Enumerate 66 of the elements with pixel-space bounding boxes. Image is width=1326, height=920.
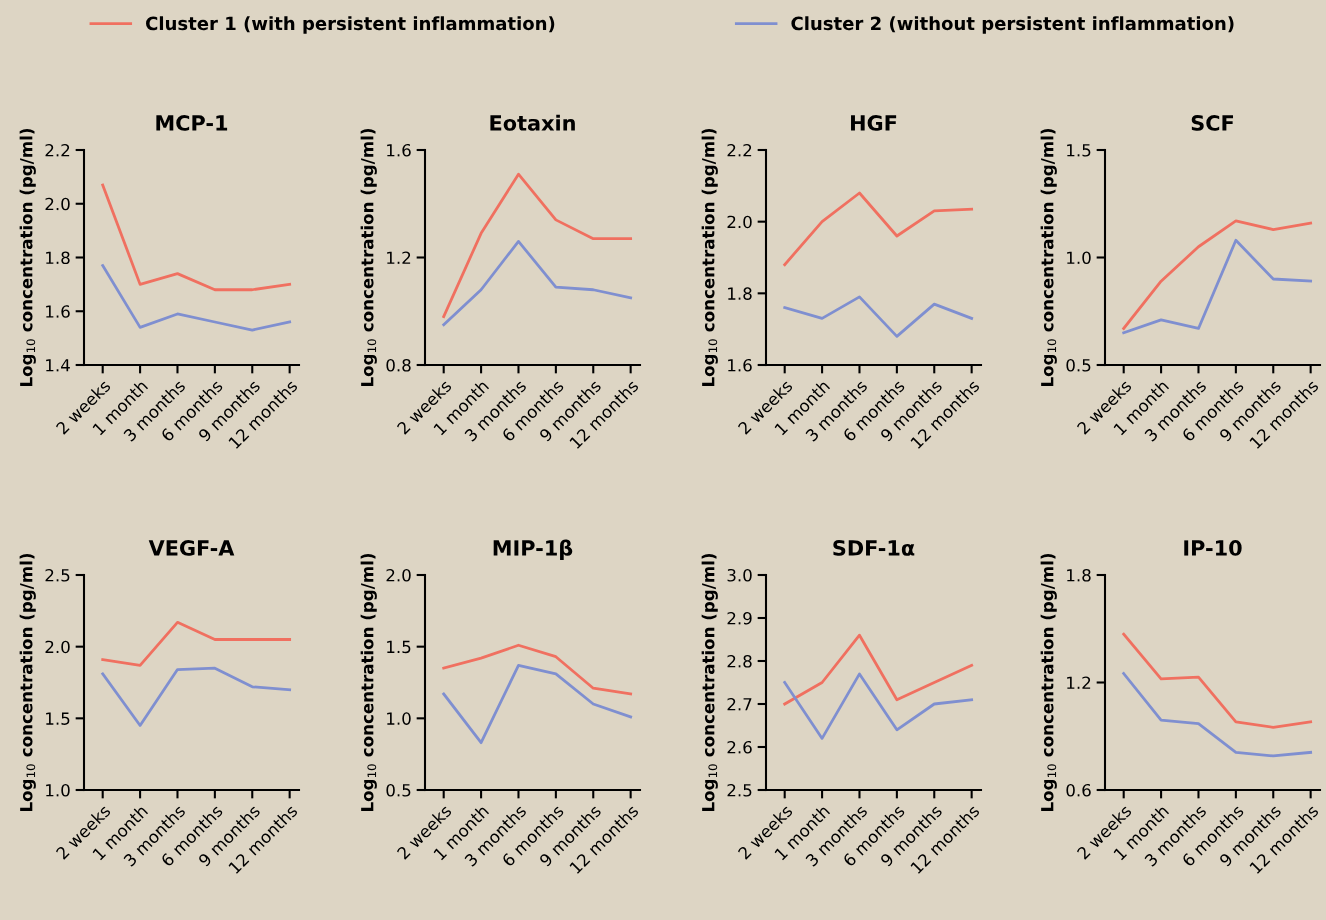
y-tick-label: 2.6: [727, 740, 752, 754]
line-series: [442, 239, 633, 327]
chart-title: IP-10: [1184, 540, 1242, 556]
y-tick-label: 2.2: [45, 143, 70, 157]
y-tick-label: 1.8: [1067, 568, 1091, 582]
y-tick-label: 1.6: [387, 143, 411, 157]
y-tick-label: 1.0: [1067, 251, 1091, 265]
line-series: [1122, 219, 1313, 330]
y-tick-label: 2.0: [45, 197, 70, 211]
chart-title: SDF-1α: [833, 540, 915, 556]
y-tick-label: 1.5: [1067, 144, 1091, 157]
y-axis-title: Log$_{10}$ concentration (pg/ml): [19, 128, 36, 386]
chart-title: SCF: [1191, 115, 1234, 131]
y-axis-title: Log$_{10}$ concentration (pg/ml): [1040, 553, 1057, 811]
line-series: [101, 183, 292, 292]
y-tick-label: 3.0: [727, 568, 752, 582]
line-series: [1122, 672, 1313, 758]
y-tick-label: 1.5: [46, 712, 70, 725]
line-series: [442, 643, 633, 696]
line-series: [442, 172, 633, 319]
y-axis-title: Log$_{10}$ concentration (pg/ml): [360, 553, 377, 811]
y-tick-label: 0.5: [1066, 358, 1091, 372]
legend-label: Cluster 2 (without persistent inflammation): [791, 16, 1234, 34]
y-tick-label: 1.5: [387, 640, 411, 654]
y-tick-label: 1.0: [387, 712, 411, 725]
y-tick-label: 2.0: [386, 568, 411, 582]
y-tick-label: 2.0: [727, 215, 752, 229]
y-tick-label: 2.5: [727, 783, 752, 797]
y-tick-label: 2.2: [727, 143, 752, 157]
line-series: [1122, 238, 1313, 335]
line-series: [442, 663, 633, 745]
line-series: [783, 633, 974, 706]
y-axis-title: Log$_{10}$ concentration (pg/ml): [19, 553, 36, 811]
y-axis-title: Log$_{10}$ concentration (pg/ml): [701, 553, 718, 811]
chart-title: MIP-1β: [493, 539, 573, 560]
line-series: [101, 620, 292, 667]
line-series: [1122, 632, 1313, 729]
y-tick-label: 1.6: [46, 305, 70, 318]
line-series: [101, 264, 292, 332]
y-tick-label: 2.0: [45, 640, 70, 654]
line-series: [783, 672, 974, 740]
y-tick-label: 1.8: [728, 287, 752, 300]
y-tick-label: 2.9: [727, 611, 752, 625]
y-tick-label: 0.6: [1066, 783, 1091, 797]
line-series: [783, 295, 974, 338]
y-tick-label: 2.5: [45, 568, 70, 582]
line-series: [101, 666, 292, 727]
chart-title: VEGF-A: [148, 540, 235, 556]
y-axis-title: Log$_{10}$ concentration (pg/ml): [701, 128, 718, 386]
y-tick-label: 1.2: [387, 251, 411, 264]
y-tick-label: 1.4: [46, 359, 70, 372]
y-tick-label: 0.8: [386, 358, 411, 372]
chart-title: Eotaxin: [490, 114, 575, 131]
y-tick-label: 1.8: [46, 251, 70, 265]
line-series: [783, 191, 974, 267]
chart-title: HGF: [851, 115, 897, 131]
y-tick-label: 2.7: [727, 697, 752, 711]
legend-label: Cluster 1 (with persistent inflammation): [146, 16, 555, 34]
y-tick-label: 2.8: [727, 654, 752, 668]
chart-title: MCP-1: [156, 115, 228, 131]
y-axis-title: Log$_{10}$ concentration (pg/ml): [360, 128, 377, 386]
y-tick-label: 1.6: [728, 358, 752, 372]
y-tick-label: 1.0: [46, 783, 70, 797]
y-tick-label: 0.5: [386, 783, 411, 797]
y-tick-label: 1.2: [1067, 676, 1091, 689]
y-axis-title: Log$_{10}$ concentration (pg/ml): [1040, 128, 1057, 386]
